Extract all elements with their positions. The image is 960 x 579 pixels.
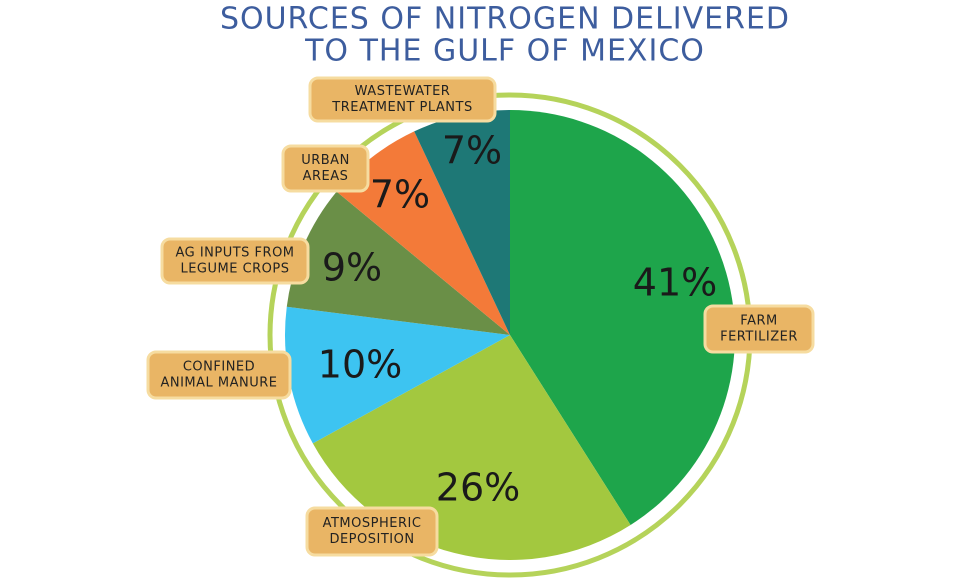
value-label: 26% — [436, 466, 520, 510]
category-label: FERTILIZER — [720, 330, 798, 345]
category-label: FARM — [740, 314, 777, 329]
category-label: URBAN — [301, 153, 350, 168]
category-label: DEPOSITION — [329, 532, 414, 547]
chart-title: TO THE GULF OF MEXICO — [304, 34, 705, 69]
value-label: 10% — [318, 343, 402, 387]
category-label: CONFINED — [183, 360, 255, 375]
value-label: 41% — [633, 261, 717, 305]
pie-slice — [286, 191, 510, 335]
category-label: TREATMENT PLANTS — [331, 100, 472, 115]
label-box — [160, 237, 310, 285]
label-box — [146, 350, 292, 400]
value-label: 9% — [322, 246, 382, 290]
pie-slice — [285, 306, 510, 444]
pie-slice — [414, 110, 510, 335]
label-box — [308, 76, 497, 123]
category-label: AG INPUTS FROM — [175, 246, 294, 261]
category-label: AREAS — [303, 169, 349, 184]
value-label: 7% — [442, 129, 502, 173]
category-label: LEGUME CROPS — [180, 262, 289, 277]
pie-slice — [336, 131, 510, 335]
chart-title: SOURCES OF NITROGEN DELIVERED — [220, 2, 790, 37]
pie-slice — [510, 110, 736, 525]
label-box — [703, 304, 815, 354]
label-box — [305, 506, 439, 557]
category-label: ANIMAL MANURE — [160, 376, 277, 391]
pie-slice — [312, 335, 631, 560]
label-box — [281, 144, 370, 193]
value-label: 7% — [370, 173, 430, 217]
category-label: ATMOSPHERIC — [323, 516, 422, 531]
category-label: WASTEWATER — [355, 84, 451, 99]
